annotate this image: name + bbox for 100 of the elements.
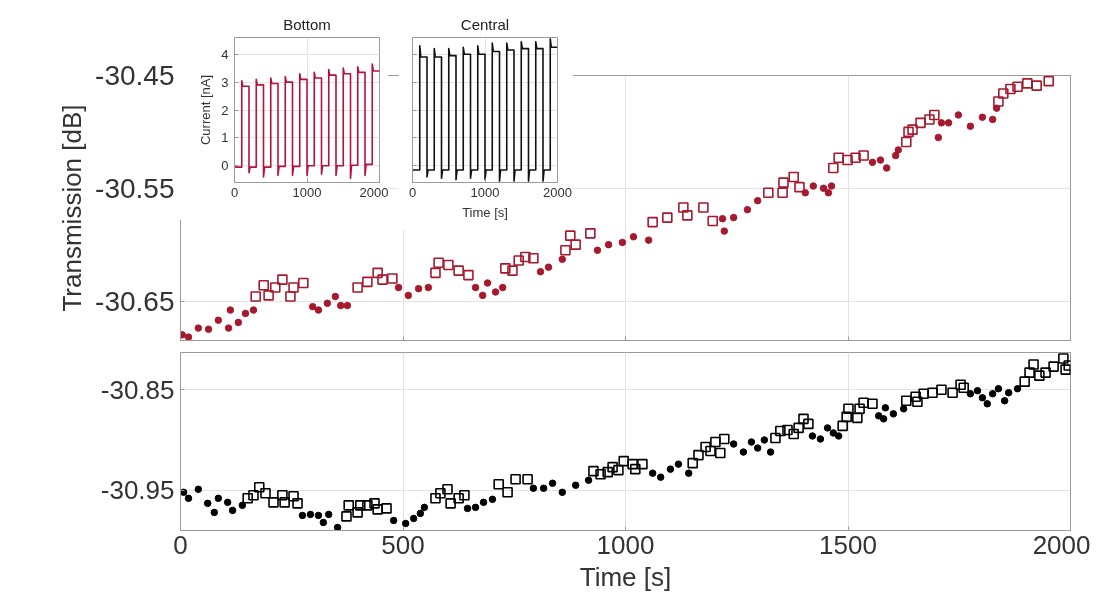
point [323,299,332,308]
point [560,244,571,256]
point [416,509,425,518]
point [285,291,296,302]
point [498,283,507,292]
point [766,448,775,456]
point [674,460,683,468]
point [528,252,539,264]
point [585,228,596,239]
point [828,162,839,174]
point [993,96,1004,107]
point [794,181,805,193]
point [238,501,247,510]
point [401,519,410,528]
point [409,514,418,523]
point [430,267,441,279]
point [978,394,987,402]
point [389,516,398,525]
point [443,259,454,271]
y-tick-label: -30.65 [95,285,175,317]
point [463,504,472,513]
point [882,164,891,172]
point [593,246,602,255]
point [662,212,673,223]
point [929,109,940,121]
point [924,114,935,125]
point [565,230,576,241]
x-tick-label: 1000 [292,184,322,200]
point [903,126,914,138]
point [788,171,800,183]
y-tick-label: 4 [221,46,229,62]
point [394,283,403,292]
point [808,432,817,440]
x-tick-label: 2000 [1032,529,1091,560]
point [558,255,567,264]
point [829,429,838,437]
point [277,274,288,285]
x-tick-label: 1500 [819,529,877,560]
point [507,265,518,276]
point [520,251,531,263]
point [778,177,789,188]
point [827,182,836,190]
point [420,503,429,512]
point [234,318,243,327]
point [319,518,328,527]
point [314,306,323,314]
point [604,240,613,249]
point [372,267,383,279]
point [777,187,788,199]
point [753,444,762,452]
point [223,498,232,507]
x-tick-label: 0 [408,184,417,200]
point [747,438,756,446]
point [729,213,738,222]
point [753,196,762,205]
point [214,316,223,324]
point [934,133,943,142]
point [203,499,212,508]
y-tick-label: -30.85 [100,374,175,405]
point [1031,80,1042,91]
point [298,511,307,520]
point [298,277,309,289]
point [269,282,281,293]
point [180,488,188,497]
point [824,189,833,197]
point [180,331,187,339]
point [308,302,317,311]
point [900,136,912,148]
y-tick-label: -30.95 [100,475,175,506]
point [739,448,748,456]
y-axis-title: Transmission [dB] [57,104,88,312]
point [226,306,235,314]
point [743,205,752,214]
point [488,495,497,504]
point [433,257,444,268]
point [816,435,825,443]
point [682,210,693,221]
point [760,436,769,444]
point [1022,78,1033,89]
point [204,325,213,333]
point [881,404,890,412]
point [973,386,982,395]
point [529,484,538,493]
point [478,291,487,300]
point [879,415,888,423]
point [834,432,843,440]
point [644,236,653,244]
point [377,274,388,285]
point [453,265,464,276]
point [314,511,323,520]
point [944,119,953,127]
point [858,150,869,161]
y-tick-label: 1 [221,130,229,146]
point [915,117,926,129]
point [463,269,474,281]
point [809,182,818,190]
point [966,389,975,398]
point [352,282,363,293]
point [324,510,333,519]
point [1000,397,1009,405]
